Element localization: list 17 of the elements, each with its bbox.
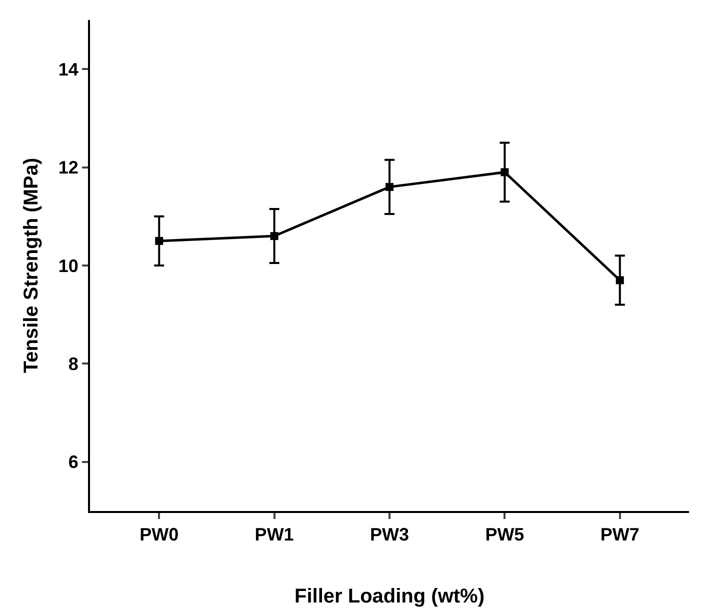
point [386, 182, 394, 191]
y-tick-label: 12 [58, 158, 78, 178]
y-tick-label: 8 [68, 354, 78, 374]
point [270, 232, 278, 240]
point [500, 168, 509, 176]
y-tick-label: 6 [68, 452, 78, 472]
x-axis-title: Filler Loading (wt%) [294, 586, 484, 608]
x-tick-label: PW7 [600, 524, 640, 545]
x-tick-label: PW1 [254, 524, 294, 545]
point [616, 276, 624, 284]
y-tick-label: 14 [58, 59, 78, 80]
y-axis-title: Tensile Strength (MPa) [20, 158, 42, 374]
y-tick-label: 10 [58, 256, 78, 276]
x-tick-label: PW5 [485, 524, 524, 545]
x-tick-label: PW3 [370, 524, 410, 545]
x-tick-label: PW0 [140, 524, 179, 545]
point [155, 236, 164, 245]
